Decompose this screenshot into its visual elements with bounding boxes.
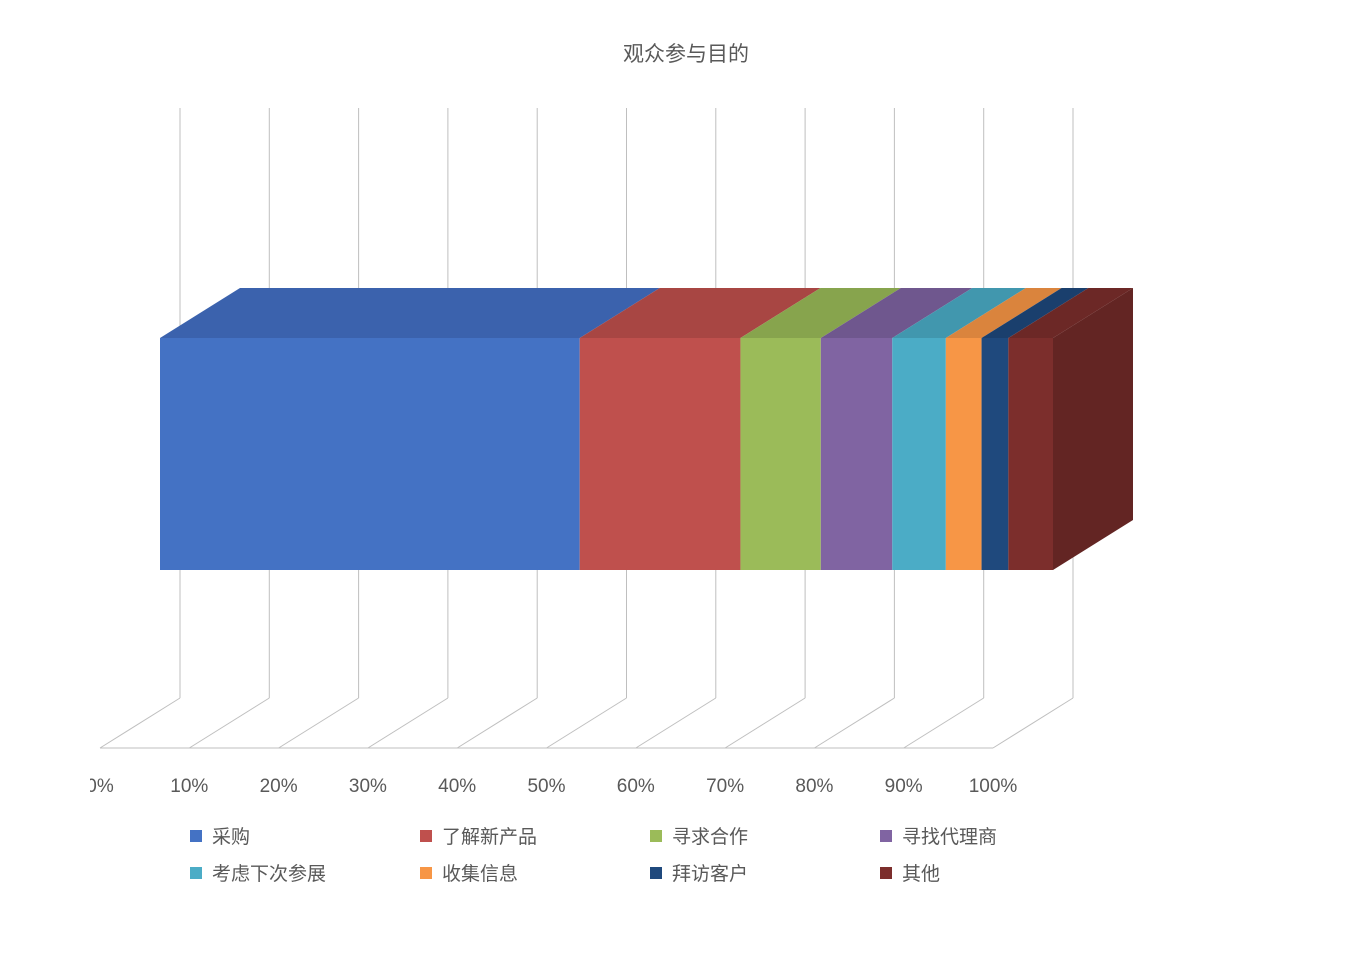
legend-item: 了解新产品 — [420, 822, 650, 849]
x-tick-label: 10% — [170, 776, 208, 797]
legend-swatch — [420, 867, 432, 879]
chart-title: 观众参与目的 — [0, 38, 1372, 68]
legend-label: 拜访客户 — [672, 859, 748, 886]
legend-label: 寻求合作 — [672, 822, 748, 849]
x-tick-label: 40% — [438, 776, 476, 797]
legend-swatch — [650, 867, 662, 879]
legend-swatch — [420, 830, 432, 842]
legend-item: 寻找代理商 — [880, 822, 1110, 849]
legend-label: 考虑下次参展 — [212, 859, 326, 886]
x-tick-label: 100% — [969, 776, 1018, 797]
x-tick-label: 70% — [706, 776, 744, 797]
legend: 采购 了解新产品 寻求合作 寻找代理商考虑下次参展 收集信息 拜访客户 其他 — [190, 822, 1150, 886]
legend-label: 寻找代理商 — [902, 822, 997, 849]
legend-label: 了解新产品 — [442, 822, 537, 849]
chart-svg: 0% 10% 20% 30% 40% 50% 60% 70% 80% 90% 100% — [90, 108, 1190, 828]
x-tick-label: 60% — [617, 776, 655, 797]
legend-swatch — [880, 867, 892, 879]
x-tick-label: 0% — [90, 776, 114, 797]
x-tick-label: 90% — [885, 776, 923, 797]
plot-area: 0%10%20%30%40%50%60%70%80%90%100% — [90, 108, 1190, 768]
legend-label: 其他 — [902, 859, 940, 886]
x-tick-label: 50% — [527, 776, 565, 797]
legend-item: 收集信息 — [420, 859, 650, 886]
legend-item: 考虑下次参展 — [190, 859, 420, 886]
legend-item: 采购 — [190, 822, 420, 849]
legend-item: 寻求合作 — [650, 822, 880, 849]
x-tick-label: 80% — [795, 776, 833, 797]
legend-item: 其他 — [880, 859, 1110, 886]
legend-swatch — [880, 830, 892, 842]
x-tick-label: 20% — [260, 776, 298, 797]
legend-swatch — [190, 867, 202, 879]
legend-swatch — [650, 830, 662, 842]
legend-item: 拜访客户 — [650, 859, 880, 886]
x-tick-label: 30% — [349, 776, 387, 797]
chart-container: 观众参与目的 0% 10% 20% 30% 40% 50% 60% 70% 80% 90% 100%… — [0, 0, 1372, 968]
legend-label: 采购 — [212, 822, 250, 849]
legend-label: 收集信息 — [442, 859, 518, 886]
legend-swatch — [190, 830, 202, 842]
